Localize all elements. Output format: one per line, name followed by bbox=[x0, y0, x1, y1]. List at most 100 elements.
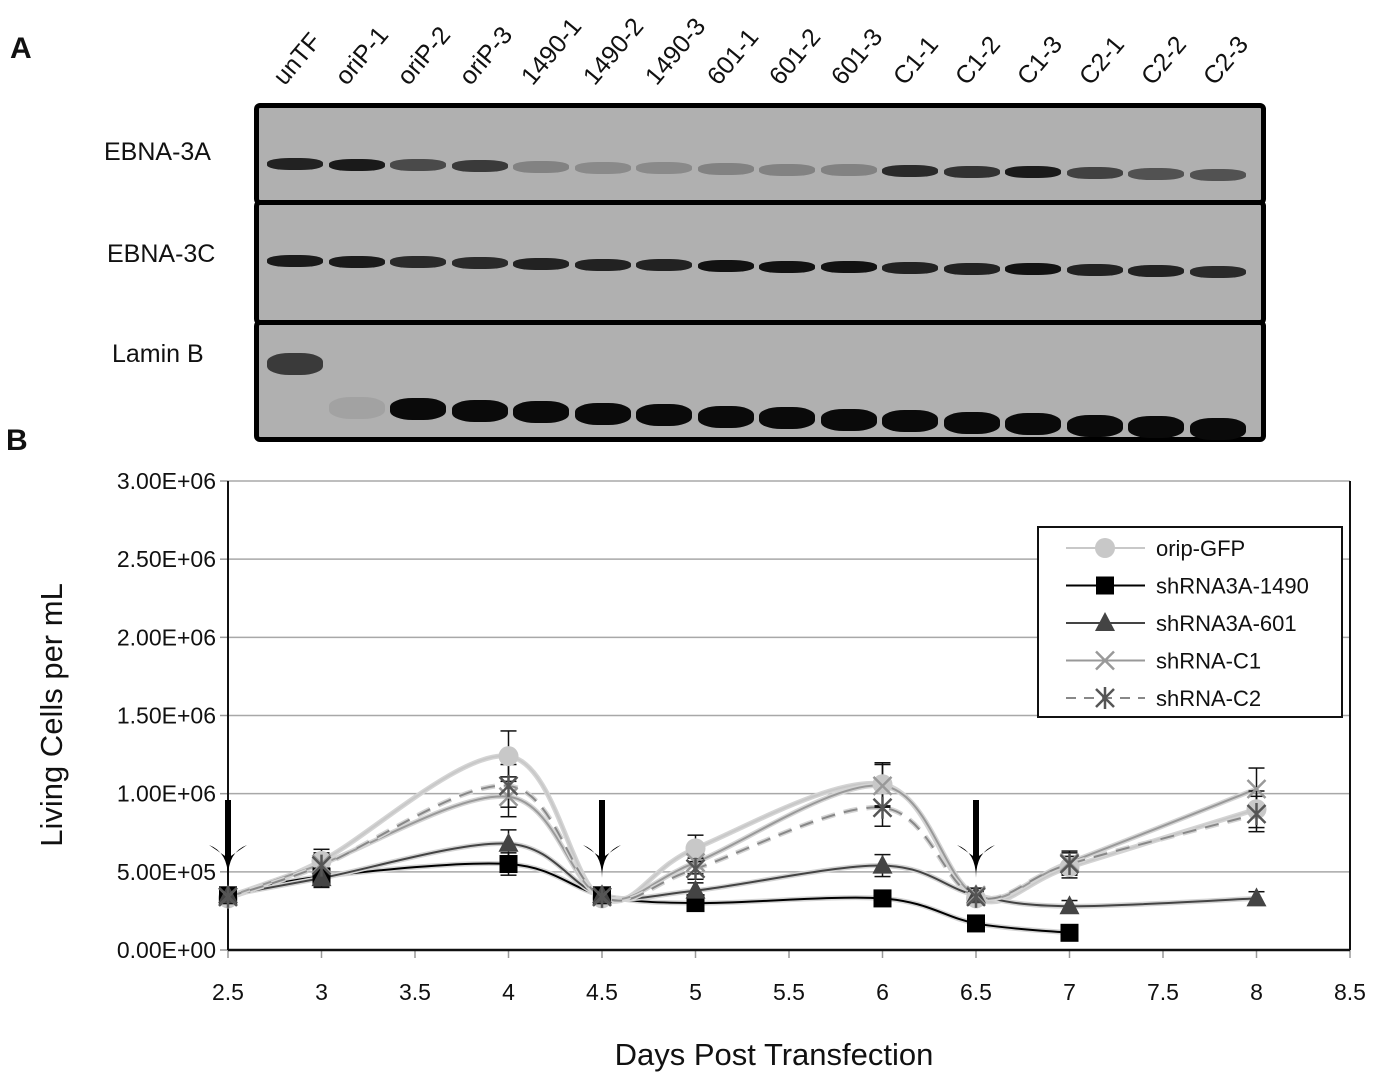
y-tick-label: 2.50E+06 bbox=[117, 546, 216, 572]
marker-square bbox=[1096, 576, 1114, 595]
legend-label: shRNA3A-601 bbox=[1156, 611, 1297, 636]
blot-band bbox=[390, 159, 446, 172]
x-tick-label: 3 bbox=[315, 979, 328, 1005]
blot-band bbox=[513, 257, 569, 270]
blot-band bbox=[574, 161, 631, 174]
blot-band bbox=[697, 405, 754, 428]
series-line bbox=[227, 784, 1257, 901]
panel-a-letter: A bbox=[10, 32, 32, 65]
blot-label: EBNA-3A bbox=[104, 138, 211, 166]
marker-asterisk bbox=[218, 885, 238, 908]
blot-band bbox=[574, 402, 631, 425]
x-tick-label: 7.5 bbox=[1147, 979, 1179, 1005]
x-tick-label: 6 bbox=[876, 979, 889, 1005]
blot-band bbox=[1128, 167, 1184, 180]
blot-band bbox=[451, 399, 508, 422]
marker-asterisk bbox=[1095, 687, 1115, 709]
blot-band bbox=[513, 401, 569, 423]
blot-band bbox=[1066, 167, 1123, 180]
blot-band bbox=[636, 162, 692, 175]
marker-asterisk bbox=[685, 857, 706, 880]
legend-label: shRNA3A-1490 bbox=[1156, 574, 1309, 599]
blot-band bbox=[1189, 417, 1246, 440]
blot-band bbox=[267, 353, 323, 375]
blot-band bbox=[451, 257, 508, 270]
panel-b-letter: B bbox=[6, 424, 28, 457]
series-halo bbox=[227, 753, 1258, 905]
blot-band bbox=[1189, 168, 1246, 181]
y-tick-label: 0.00E+00 bbox=[117, 937, 216, 963]
blot-band bbox=[759, 260, 815, 273]
marker-triangle bbox=[311, 867, 332, 887]
x-tick-label: 5 bbox=[689, 979, 702, 1005]
blot-band bbox=[1066, 264, 1123, 277]
marker-triangle bbox=[1095, 612, 1115, 631]
blot-band bbox=[390, 256, 446, 269]
y-tick-label: 1.00E+06 bbox=[117, 781, 216, 807]
x-tick-label: 8.5 bbox=[1334, 979, 1366, 1005]
blot-band bbox=[943, 165, 1000, 178]
blot-band bbox=[943, 411, 1000, 434]
marker-asterisk bbox=[966, 885, 986, 908]
blot-label: EBNA-3C bbox=[107, 240, 216, 268]
marker-asterisk bbox=[872, 796, 893, 819]
blot-band bbox=[820, 261, 877, 274]
x-tick-label: 4 bbox=[502, 979, 515, 1005]
y-tick-label: 5.00E+05 bbox=[117, 859, 216, 885]
marker-square bbox=[873, 889, 892, 908]
marker-asterisk bbox=[592, 885, 612, 908]
blot-band bbox=[882, 410, 938, 432]
blot-band bbox=[697, 162, 754, 175]
marker-asterisk bbox=[1246, 802, 1267, 825]
marker-square bbox=[686, 894, 705, 913]
blot-band bbox=[759, 163, 815, 176]
x-tick-label: 4.5 bbox=[586, 979, 618, 1005]
blot-band bbox=[759, 407, 815, 429]
marker-triangle bbox=[1059, 895, 1080, 915]
arrow-head bbox=[583, 845, 621, 878]
blot-band bbox=[882, 165, 938, 177]
blot-band bbox=[820, 408, 877, 431]
x-tick-label: 6.5 bbox=[960, 979, 992, 1005]
blot-panel bbox=[254, 200, 1266, 325]
blot-band bbox=[390, 398, 446, 420]
blot-band bbox=[636, 259, 692, 272]
blot-band bbox=[267, 158, 323, 170]
blot-band bbox=[820, 164, 877, 177]
legend-label: shRNA-C2 bbox=[1156, 686, 1261, 711]
blot-band bbox=[1128, 416, 1184, 438]
blot-band bbox=[697, 259, 754, 272]
marker-square bbox=[967, 914, 985, 933]
marker-triangle bbox=[498, 832, 519, 852]
blot-band bbox=[328, 396, 385, 419]
blot-band bbox=[574, 258, 631, 271]
y-axis-title: Living Cells per mL bbox=[34, 583, 69, 847]
marker-square bbox=[499, 855, 518, 874]
blot-panel bbox=[254, 320, 1266, 442]
blot-band bbox=[1189, 265, 1246, 278]
x-axis-title: Days Post Transfection bbox=[615, 1037, 934, 1072]
x-tick-label: 2.5 bbox=[212, 979, 244, 1005]
blot-band bbox=[1128, 264, 1184, 277]
marker-x bbox=[1246, 779, 1267, 799]
legend-label: shRNA-C1 bbox=[1156, 649, 1261, 674]
x-tick-label: 5.5 bbox=[773, 979, 805, 1005]
marker-square bbox=[1060, 923, 1079, 942]
marker-x bbox=[1095, 650, 1115, 671]
blot-band bbox=[636, 404, 692, 426]
y-tick-label: 1.50E+06 bbox=[117, 703, 216, 729]
marker-asterisk bbox=[311, 854, 332, 877]
marker-asterisk bbox=[1059, 853, 1080, 876]
marker-triangle bbox=[872, 854, 893, 874]
marker-triangle bbox=[685, 879, 706, 899]
legend-label: orip-GFP bbox=[1156, 536, 1245, 561]
blot-band bbox=[882, 262, 938, 274]
blot-band bbox=[328, 255, 385, 268]
blot-band bbox=[451, 160, 508, 173]
blot-band bbox=[1005, 413, 1061, 435]
y-tick-label: 2.00E+06 bbox=[117, 624, 216, 650]
x-tick-label: 3.5 bbox=[399, 979, 431, 1005]
marker-circle bbox=[1095, 538, 1115, 558]
marker-triangle bbox=[1246, 887, 1267, 907]
x-tick-label: 7 bbox=[1063, 979, 1076, 1005]
